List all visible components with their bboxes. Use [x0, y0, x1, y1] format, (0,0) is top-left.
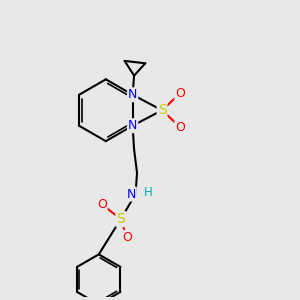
Text: S: S [158, 103, 167, 117]
Text: N: N [126, 188, 136, 200]
Text: N: N [128, 119, 137, 132]
Text: O: O [176, 121, 185, 134]
Text: O: O [176, 87, 185, 100]
Text: S: S [116, 212, 125, 226]
Text: H: H [143, 186, 152, 199]
Text: O: O [122, 231, 132, 244]
Text: N: N [128, 88, 137, 101]
Text: O: O [97, 198, 106, 211]
